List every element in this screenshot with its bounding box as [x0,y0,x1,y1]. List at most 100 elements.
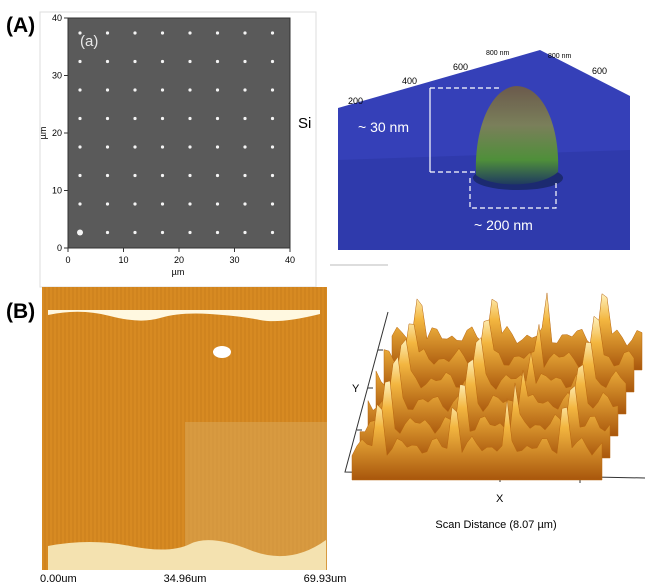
material-label: Si [298,115,311,132]
dot [188,173,192,178]
x-label: µm [172,267,185,277]
x-tick-label: 10 [118,255,128,265]
ridge [375,337,627,415]
x-tick-label: 69.93um [304,573,347,585]
dot [78,31,82,35]
dot [105,88,110,92]
x-tick-label: 20 [174,255,184,265]
render-axis-label: 400 [402,76,417,86]
ridge [351,398,603,481]
ridge [391,292,643,371]
dot [188,59,192,64]
dot [243,202,247,206]
dot [215,116,220,121]
height-label: ~ 30 nm [358,119,409,135]
dot [270,31,275,35]
dot [243,145,247,149]
dot [78,173,82,178]
dot [78,116,82,121]
bump [475,86,559,185]
dot-array [77,31,275,236]
dot [188,31,192,35]
dot [188,230,192,235]
x-tick-label: 0.00um [40,573,77,585]
dot [215,230,220,235]
dot [243,88,247,92]
dot [160,31,165,35]
dot [188,116,192,121]
surface-3d [351,292,643,481]
dot [133,230,137,235]
panel-label: (A) [6,14,35,37]
particle [213,346,231,358]
dot [160,202,165,206]
y-axis-label: Y [352,383,360,395]
edge [48,540,326,570]
x-tick-label: 0 [65,255,70,265]
render-axis-label: 600 [592,66,607,76]
dot [133,145,137,149]
y-tick-label: 30 [52,71,62,81]
dot [105,31,110,35]
dot [105,59,110,64]
dot [215,173,220,178]
width-label: ~ 200 nm [474,217,533,233]
dot [215,202,220,206]
image-label: (a) [80,33,98,50]
dot [77,229,83,236]
dot [215,59,220,64]
dimension-lines [429,87,557,209]
afm-image [67,17,291,249]
dot [133,202,137,206]
dot [105,173,110,178]
dot [270,59,275,64]
dot [133,173,137,178]
dot [270,173,275,178]
dot [215,145,220,149]
render-axis-label: 600 [453,62,468,72]
dot [270,202,275,206]
caption: Scan Distance (8.07 µm) [435,519,556,531]
edge [48,310,320,322]
dot [133,59,137,64]
dot [78,202,82,206]
dot [215,31,220,35]
dot [105,202,110,206]
y-tick-label: 20 [52,128,62,138]
dot [160,145,165,149]
dot [243,116,247,121]
dot [270,88,275,92]
panel-label: (B) [6,300,35,323]
dot [243,230,247,235]
dot [243,59,247,64]
dot [160,59,165,64]
dot [160,116,165,121]
dot [270,230,275,235]
dot [105,230,110,235]
dot [160,88,165,92]
x-tick-label: 40 [285,255,295,265]
render-axis-label: 800 nm [486,50,510,57]
dot [78,88,82,92]
dot [270,116,275,121]
x-tick-label: 34.96um [164,573,207,585]
dot [105,116,110,121]
dot [105,145,110,149]
dot [188,202,192,206]
dot [133,88,137,92]
dot [270,145,275,149]
y-tick-label: 10 [52,186,62,196]
render-axis-label: 200 [348,96,363,106]
ridge [359,380,611,459]
render-axis-label: 800 nm [548,53,572,60]
y-tick-label: 0 [57,243,62,253]
dot [188,145,192,149]
dot [133,116,137,121]
dot [243,173,247,178]
dot [215,88,220,92]
dot [160,173,165,178]
dot [78,59,82,64]
x-tick-label: 30 [229,255,239,265]
y-label: µm [38,127,48,140]
